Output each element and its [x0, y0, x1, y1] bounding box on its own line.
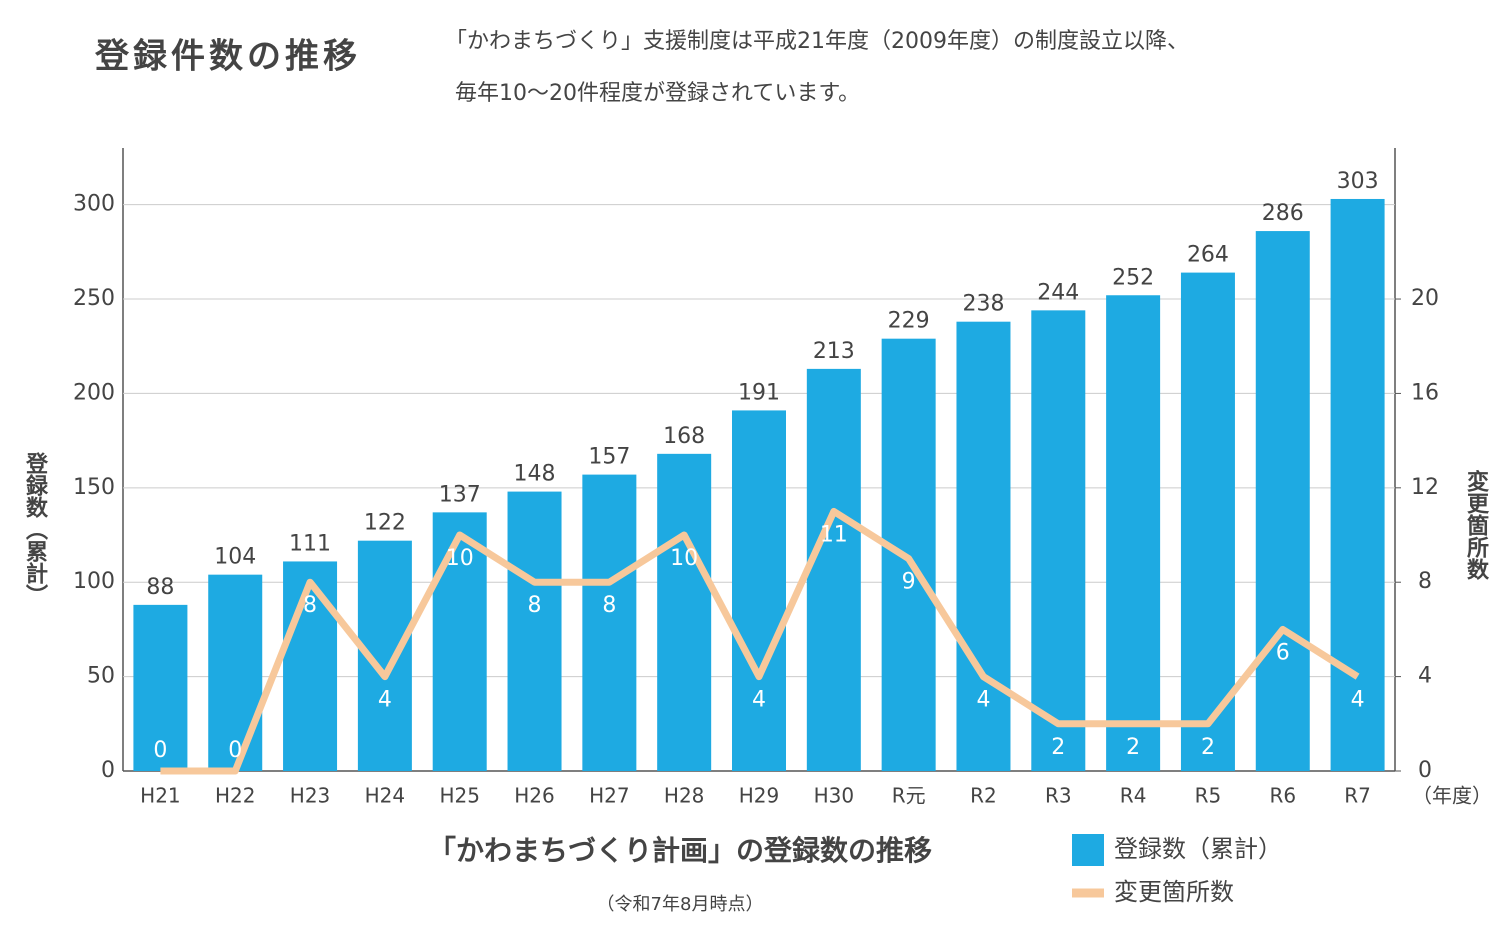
line-value-label: 0 [228, 738, 242, 763]
x-tick-label: H25 [439, 784, 480, 808]
legend-swatch [1072, 834, 1104, 866]
bar-value-label: 88 [146, 575, 174, 600]
bar [1180, 272, 1235, 771]
bar-value-label: 104 [214, 545, 256, 570]
line-value-label: 9 [902, 570, 916, 595]
bar [507, 491, 562, 771]
x-tick-label: H30 [814, 784, 855, 808]
bar-value-label: 244 [1037, 280, 1079, 305]
bar-value-label: 303 [1337, 169, 1379, 194]
line-value-label: 10 [670, 546, 698, 571]
bar-value-label: 111 [289, 531, 331, 556]
x-tick-label: H23 [290, 784, 331, 808]
bar-value-label: 137 [439, 482, 481, 507]
x-unit: （年度） [1412, 784, 1492, 808]
bar [283, 561, 338, 771]
line-value-label: 2 [1126, 735, 1140, 760]
y2-tick-label: 12 [1411, 475, 1439, 500]
description: 毎年10～20件程度が登録されています。 [455, 81, 860, 106]
bar-value-label: 238 [962, 292, 1004, 317]
x-tick-label: H21 [140, 784, 181, 808]
bar [657, 453, 712, 771]
bar-value-label: 148 [514, 462, 556, 487]
bar-value-label: 168 [663, 424, 705, 449]
legend-label: 変更箇所数 [1114, 878, 1234, 906]
x-tick-label: R7 [1344, 784, 1371, 808]
y2-tick-label: 4 [1418, 664, 1432, 689]
bar-value-label: 213 [813, 339, 855, 364]
line-value-label: 11 [820, 522, 848, 547]
y2-tick-label: 0 [1418, 758, 1432, 783]
bar [432, 512, 487, 771]
line-value-label: 8 [602, 593, 616, 618]
x-tick-label: H29 [739, 784, 780, 808]
y2-tick-label: 8 [1418, 569, 1432, 594]
x-tick-label: H24 [365, 784, 406, 808]
line-value-label: 10 [446, 546, 474, 571]
bar-value-label: 157 [588, 445, 630, 470]
x-tick-label: R4 [1120, 784, 1147, 808]
line-value-label: 4 [378, 688, 392, 713]
x-tick-label: H26 [514, 784, 555, 808]
y2-tick-label: 16 [1411, 380, 1439, 405]
x-tick-label: H28 [664, 784, 705, 808]
y-axis-label: 登録数（累計） [22, 452, 49, 606]
line-value-label: 4 [1351, 688, 1365, 713]
note: （令和7年8月時点） [597, 894, 764, 915]
y-tick-label: 150 [73, 475, 115, 500]
bar-value-label: 286 [1262, 201, 1304, 226]
x-tick-label: R6 [1269, 784, 1296, 808]
x-tick-label: R5 [1195, 784, 1222, 808]
y-tick-label: 300 [73, 192, 115, 217]
bar-value-label: 264 [1187, 243, 1229, 268]
bar [1106, 295, 1161, 771]
y-tick-label: 0 [101, 758, 115, 783]
line-value-label: 2 [1051, 735, 1065, 760]
y-tick-label: 250 [73, 286, 115, 311]
bar-value-label: 191 [738, 380, 780, 405]
y-tick-label: 50 [87, 664, 115, 689]
x-tick-label: R元 [892, 784, 926, 808]
bar-value-label: 252 [1112, 265, 1154, 290]
y2-axis-label: 変更箇所数 [1463, 469, 1489, 581]
bar-value-label: 229 [888, 309, 930, 334]
line-value-label: 4 [976, 688, 990, 713]
x-tick-label: R2 [970, 784, 997, 808]
bar [1255, 231, 1310, 772]
line-value-label: 0 [153, 738, 167, 763]
line-value-label: 8 [303, 593, 317, 618]
y-tick-label: 100 [73, 569, 115, 594]
legend-label: 登録数（累計） [1114, 835, 1282, 863]
heading: 登録件数の推移 [94, 37, 361, 77]
bar [1330, 198, 1385, 772]
bar [956, 321, 1011, 771]
bar [133, 604, 188, 771]
bar [1031, 310, 1086, 771]
line-value-label: 8 [528, 593, 542, 618]
line-value-label: 4 [752, 688, 766, 713]
bar [732, 410, 786, 771]
bar [582, 474, 637, 771]
line [160, 507, 1360, 775]
description: 「かわまちづくり」支援制度は平成21年度（2009年度）の制度設立以降、 [445, 29, 1189, 54]
bar-value-label: 122 [364, 511, 406, 536]
bar [208, 574, 263, 771]
x-tick-label: H22 [215, 784, 256, 808]
y-tick-label: 200 [73, 380, 115, 405]
bar [806, 368, 861, 771]
line-value-label: 2 [1201, 735, 1215, 760]
x-tick-label: H27 [589, 784, 630, 808]
x-tick-label: R3 [1045, 784, 1072, 808]
y2-tick-label: 20 [1411, 286, 1439, 311]
chart-title: 「かわまちづくり計画」の登録数の推移 [428, 834, 932, 867]
line-value-label: 6 [1276, 640, 1290, 665]
